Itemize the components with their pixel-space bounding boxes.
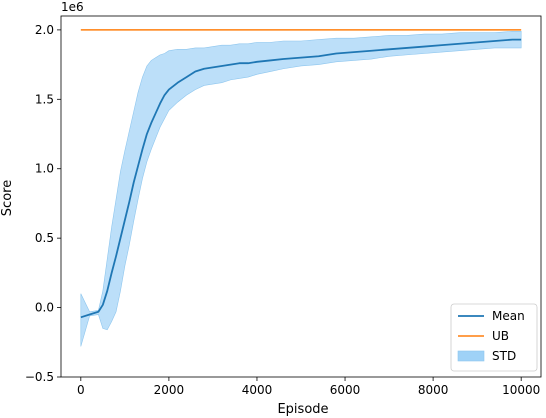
legend-swatch-std [457,350,485,362]
legend: Mean UB STD [450,303,538,372]
axis-ticks: 0 2000 4000 6000 8000 10000 −0.5 0.0 0.5 1.0 1.5 2.… [25,23,540,397]
legend-label-std: STD [492,349,516,363]
x-tick-label: 4000 [242,383,273,397]
x-axis-label: Episode [277,402,328,417]
legend-label-mean: Mean [492,309,525,323]
std-band [80,30,522,347]
x-tick-label: 8000 [418,383,449,397]
axes-frame [60,15,542,378]
y-tick-label: 0.5 [35,231,54,245]
x-tick-label: 2000 [154,383,185,397]
y-tick-label: 1.0 [35,162,54,176]
y-axis-label: Score [0,180,15,216]
y-tick-label: 2.0 [35,23,54,37]
y-tick-label: 1.5 [35,92,54,106]
y-tick-label: −0.5 [25,370,54,384]
legend-label-ub: UB [492,329,509,343]
x-tick-label: 0 [77,383,85,397]
x-tick-label: 10000 [502,383,540,397]
y-tick-label: 0.0 [35,301,54,315]
y-multiplier-label: 1e6 [61,0,84,14]
x-tick-label: 6000 [330,383,361,397]
mean-line [80,38,522,319]
plot-area [80,29,522,347]
